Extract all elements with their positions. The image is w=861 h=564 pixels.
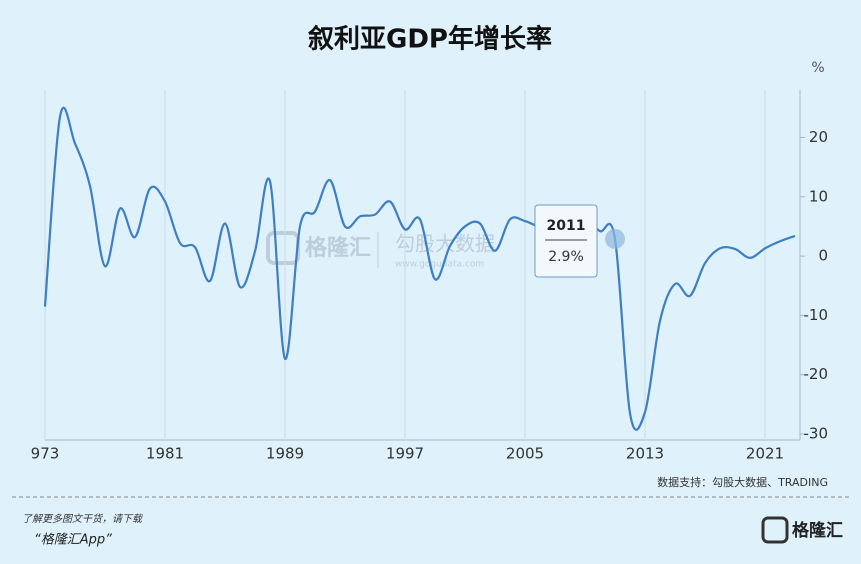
x-tick-label: 1997 bbox=[386, 445, 424, 463]
watermark: 格隆汇 勾股大数据 www.gogudata.com bbox=[266, 231, 495, 270]
y-tick-label: 20 bbox=[809, 128, 828, 146]
footer-line2: “格隆汇App” bbox=[34, 533, 112, 548]
y-tick-label: -30 bbox=[804, 425, 829, 443]
x-tick-label: 1989 bbox=[266, 445, 304, 463]
tooltip-label: 2.9% bbox=[548, 249, 584, 265]
x-tick-label: 1981 bbox=[146, 445, 184, 463]
tooltip-box bbox=[534, 204, 598, 278]
y-unit: % bbox=[811, 60, 824, 76]
x-tick-label: 2013 bbox=[626, 445, 664, 463]
y-tick-label: 10 bbox=[809, 187, 828, 205]
line-series bbox=[43, 106, 796, 431]
footer-line1: 了解更多图文干货，请下载 bbox=[22, 513, 144, 525]
footer-logo-icon bbox=[761, 516, 789, 544]
footer-logo: 格隆汇 bbox=[792, 520, 843, 541]
hover-point bbox=[605, 228, 625, 249]
watermark-data: 勾股大数据 bbox=[395, 232, 495, 256]
y-tick-label: -20 bbox=[804, 365, 829, 383]
x-tick-label: 2021 bbox=[746, 445, 784, 463]
y-tick-label: 0 bbox=[818, 247, 828, 265]
source: 数据支持：勾股大数据、TRADING bbox=[657, 475, 828, 489]
tooltip-title: 2011 bbox=[547, 218, 586, 234]
y-tick-label: -10 bbox=[804, 306, 829, 324]
x-tick-label: 2005 bbox=[506, 445, 544, 463]
x-tick-label: 973 bbox=[31, 445, 60, 463]
watermark-brand: 格隆汇 bbox=[305, 235, 371, 261]
watermark-url: www.gogudata.com bbox=[395, 260, 484, 270]
chart-title: 叙利亚GDP年增长率 bbox=[308, 24, 552, 55]
